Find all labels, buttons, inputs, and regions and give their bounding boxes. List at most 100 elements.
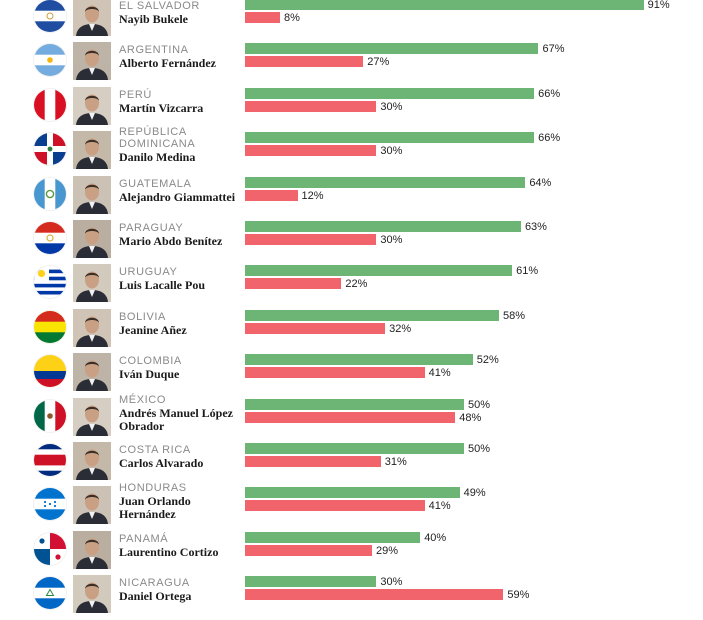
nicaragua-flag-icon xyxy=(34,577,66,610)
dominican-republic-flag-icon xyxy=(34,133,66,166)
approve-value-label: 66% xyxy=(538,132,561,145)
chart-row: COSTA RICA Carlos Alvarado 50% 31% xyxy=(0,442,703,487)
country-label: BOLIVIA xyxy=(119,310,166,323)
leader-photo xyxy=(73,175,111,214)
chart-row: PARAGUAY Mario Abdo Benítez 63% 30% xyxy=(0,220,703,265)
approve-value-label: 50% xyxy=(468,443,491,455)
costa-rica-flag-icon xyxy=(34,444,66,476)
chart-row: MÉXICO Andrés Manuel López Obrador 50% 48% xyxy=(0,394,703,443)
chart-row: NICARAGUA Daniel Ortega 30% 59% xyxy=(0,575,703,620)
argentina-flag-icon xyxy=(34,44,66,77)
disapprove-value-label: 12% xyxy=(301,189,324,202)
approve-value-label: 64% xyxy=(529,176,552,189)
country-label: MÉXICO xyxy=(119,393,166,406)
approve-bar xyxy=(245,176,526,188)
leader-name: Alberto Fernández xyxy=(119,56,216,71)
approve-value-label: 52% xyxy=(476,354,499,367)
leader-photo xyxy=(73,530,111,569)
guatemala-flag-icon xyxy=(34,177,66,210)
country-label: NICARAGUA xyxy=(119,577,190,590)
chart-row: BOLIVIA Jeanine Añez 58% 32% xyxy=(0,308,703,354)
chart-row: EL SALVADOR Nayib Bukele 91% 8% xyxy=(0,0,703,43)
disapprove-bar xyxy=(245,589,504,601)
peru-flag-icon xyxy=(34,88,66,121)
country-label: PERÚ xyxy=(119,88,152,101)
approve-value-label: 67% xyxy=(542,43,565,56)
approve-bar xyxy=(245,0,644,10)
disapprove-bar xyxy=(245,100,377,112)
country-label: COSTA RICA xyxy=(119,444,191,456)
approve-value-label: 91% xyxy=(647,0,670,11)
approve-bar xyxy=(245,87,535,99)
approve-bar xyxy=(245,531,421,543)
disapprove-value-label: 31% xyxy=(384,456,407,468)
disapprove-value-label: 41% xyxy=(428,367,451,380)
chart-row: PERÚ Martín Vizcarra 66% 30% xyxy=(0,86,703,132)
approve-value-label: 50% xyxy=(468,398,491,411)
approve-bar xyxy=(245,265,513,277)
approve-value-label: 58% xyxy=(503,309,526,322)
country-label: REPÚBLICA DOMINICANA xyxy=(119,126,196,151)
country-label: PARAGUAY xyxy=(119,222,184,234)
disapprove-bar xyxy=(245,278,342,290)
leader-name: Mario Abdo Benítez xyxy=(119,234,223,248)
el-salvador-flag-icon xyxy=(34,0,66,32)
leader-photo xyxy=(73,0,111,36)
disapprove-bar xyxy=(245,12,281,23)
approve-value-label: 49% xyxy=(463,487,486,500)
approve-bar xyxy=(245,221,521,232)
approve-bar xyxy=(245,576,377,588)
approve-value-label: 40% xyxy=(424,531,447,544)
panama-flag-icon xyxy=(34,532,66,565)
disapprove-value-label: 22% xyxy=(345,278,368,291)
colombia-flag-icon xyxy=(34,355,66,388)
leader-name: Nayib Bukele xyxy=(119,12,189,26)
chart-row: COLOMBIA Iván Duque 52% 41% xyxy=(0,353,703,398)
leader-photo xyxy=(73,575,111,614)
leader-photo xyxy=(73,486,111,525)
leader-photo xyxy=(73,353,111,392)
disapprove-bar xyxy=(245,56,364,68)
leader-name: Martín Vizcarra xyxy=(119,100,204,115)
leader-name: Luis Lacalle Pou xyxy=(119,278,206,293)
disapprove-value-label: 8% xyxy=(284,12,300,24)
approve-bar xyxy=(245,443,464,454)
leader-name: Alejandro Giammattei xyxy=(119,189,236,204)
disapprove-value-label: 29% xyxy=(376,544,399,557)
approve-value-label: 30% xyxy=(380,576,403,589)
disapprove-value-label: 41% xyxy=(428,500,451,513)
chart-row: PANAMÁ Laurentino Cortizo 40% 29% xyxy=(0,530,703,576)
disapprove-bar xyxy=(245,544,373,556)
country-label: HONDURAS xyxy=(119,482,187,495)
approve-bar xyxy=(245,398,464,410)
leader-photo xyxy=(73,42,111,81)
disapprove-value-label: 59% xyxy=(507,589,530,602)
country-label: COLOMBIA xyxy=(119,355,182,368)
disapprove-value-label: 30% xyxy=(380,145,403,158)
leader-photo xyxy=(73,442,111,480)
approve-value-label: 61% xyxy=(516,265,539,278)
leader-name: Iván Duque xyxy=(119,367,180,382)
chart-row: URUGUAY Luis Lacalle Pou 61% 22% xyxy=(0,264,703,309)
approve-bar xyxy=(245,354,473,366)
leader-name: Carlos Alvarado xyxy=(119,456,204,470)
disapprove-value-label: 30% xyxy=(380,100,403,113)
disapprove-value-label: 27% xyxy=(367,56,390,69)
leader-photo xyxy=(73,220,111,258)
uruguay-flag-icon xyxy=(34,266,66,299)
leader-photo xyxy=(73,131,111,170)
disapprove-value-label: 48% xyxy=(459,411,482,424)
leader-photo xyxy=(73,308,111,347)
disapprove-bar xyxy=(245,234,377,245)
bolivia-flag-icon xyxy=(34,310,66,343)
disapprove-value-label: 32% xyxy=(389,322,412,335)
leader-name: Laurentino Cortizo xyxy=(119,544,219,559)
approve-value-label: 63% xyxy=(524,221,547,233)
leader-photo xyxy=(73,264,111,303)
country-label: EL SALVADOR xyxy=(119,0,200,12)
approve-bar xyxy=(245,43,539,55)
disapprove-bar xyxy=(245,322,386,334)
country-label: URUGUAY xyxy=(119,266,178,279)
country-label: ARGENTINA xyxy=(119,44,189,57)
